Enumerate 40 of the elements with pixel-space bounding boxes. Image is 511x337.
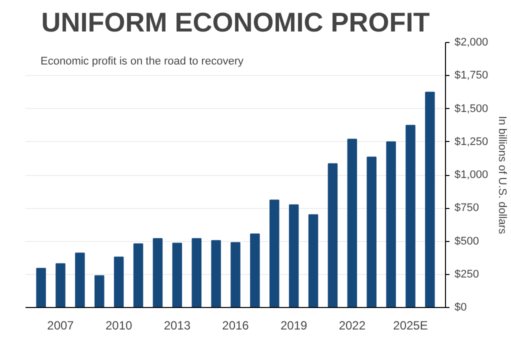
x-tick-label: 2016 [222,318,250,332]
bar [308,214,318,308]
bar [133,243,144,308]
y-tick-label: $1,500 [454,102,488,115]
y-axis-title: In billions of U.S. dollars [496,116,508,234]
bar [347,138,358,308]
y-tick-label: $250 [454,268,479,280]
bar [36,268,46,308]
bar [328,163,338,308]
bar [386,141,396,308]
bar [172,242,182,308]
bar [270,200,280,308]
bar [250,233,260,308]
bar [114,256,124,308]
y-tick-label: $750 [454,202,479,214]
bar [192,238,202,308]
bar [425,92,435,308]
bar [406,124,416,308]
y-tick-label: $1,750 [454,70,488,82]
y-tick-label: $2,000 [454,36,488,48]
bar [75,252,85,308]
bar [211,240,221,308]
bar [230,242,240,308]
y-tick-label: $500 [454,235,479,248]
x-tick-label: 2025E [393,318,428,332]
x-tick-label: 2013 [164,318,191,332]
annotation: Economic profit is on the road to recovery [40,56,244,68]
x-tick-label: 2022 [338,318,366,332]
chart-title: UNIFORM ECONOMIC PROFIT [41,8,430,38]
bar [56,263,66,308]
x-tick-label: 2010 [105,318,133,332]
y-tick-label: $1,250 [454,136,488,148]
bar [288,204,299,308]
y-tick-label: $0 [454,302,467,314]
x-tick-label: 2007 [47,318,74,332]
bar [94,275,104,308]
x-tick-label: 2019 [280,318,308,332]
bar [152,238,163,308]
bar [366,156,376,308]
y-tick-label: $1,000 [454,169,488,181]
